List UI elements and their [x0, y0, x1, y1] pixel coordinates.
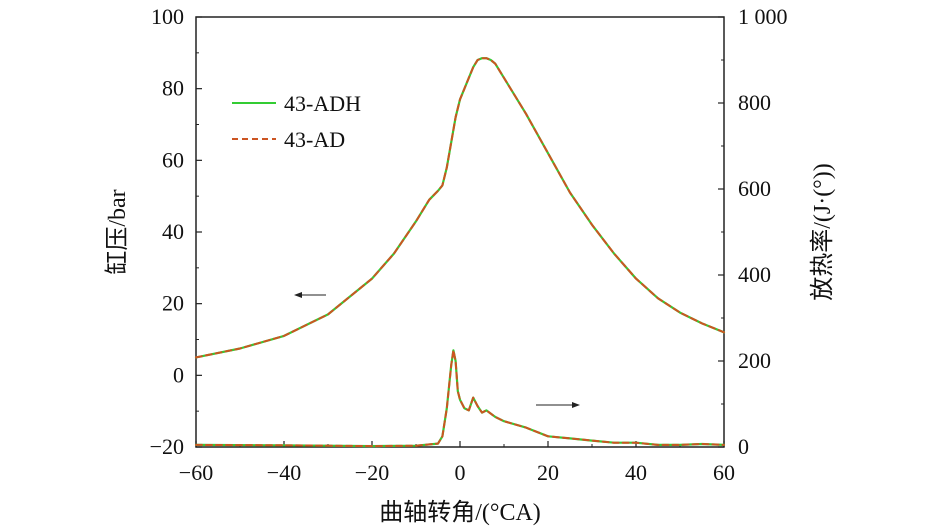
x-tick-label: 40	[625, 460, 647, 485]
right-axis-title: 放热率/(J·(°))	[809, 163, 836, 301]
series-lines	[194, 57, 726, 448]
left-tick-label: 40	[162, 219, 184, 244]
x-tick-label: 0	[455, 460, 466, 485]
legend-label-43-adh: 43-ADH	[284, 91, 361, 116]
legend: 43-ADH 43-AD	[232, 91, 361, 152]
right-tick-label: 200	[738, 348, 771, 373]
left-axis-title: 缸压/bar	[104, 189, 131, 274]
x-tick-label: −40	[267, 460, 301, 485]
series-line-43-ad-left	[195, 57, 725, 359]
left-tick-label: 0	[173, 362, 184, 387]
right-tick-label: 0	[738, 434, 749, 459]
right-axis-arrow	[536, 402, 580, 408]
left-axis-arrow	[294, 292, 326, 298]
left-tick-label: 80	[162, 76, 184, 101]
right-tick-label: 1 000	[738, 4, 788, 29]
right-tick-label: 800	[738, 90, 771, 115]
right-tick-label: 400	[738, 262, 771, 287]
x-tick-label: 60	[713, 460, 735, 485]
legend-label-43-ad: 43-AD	[284, 127, 345, 152]
plot-frame	[195, 16, 725, 448]
left-tick-label: 60	[162, 147, 184, 172]
series-line-43-ad-right	[195, 349, 725, 448]
ticks: −60 −40 −20 0 20 40 60 −20 0 20 40 60 80 100 0 200 400 60…	[150, 4, 788, 485]
x-tick-label: 20	[537, 460, 559, 485]
x-tick-label: −60	[179, 460, 213, 485]
left-tick-label: −20	[150, 434, 184, 459]
left-tick-label: 20	[162, 291, 184, 316]
x-tick-label: −20	[355, 460, 389, 485]
left-tick-label: 100	[151, 4, 184, 29]
right-tick-label: 600	[738, 176, 771, 201]
x-axis-title: 曲轴转角/(°CA)	[379, 499, 541, 526]
